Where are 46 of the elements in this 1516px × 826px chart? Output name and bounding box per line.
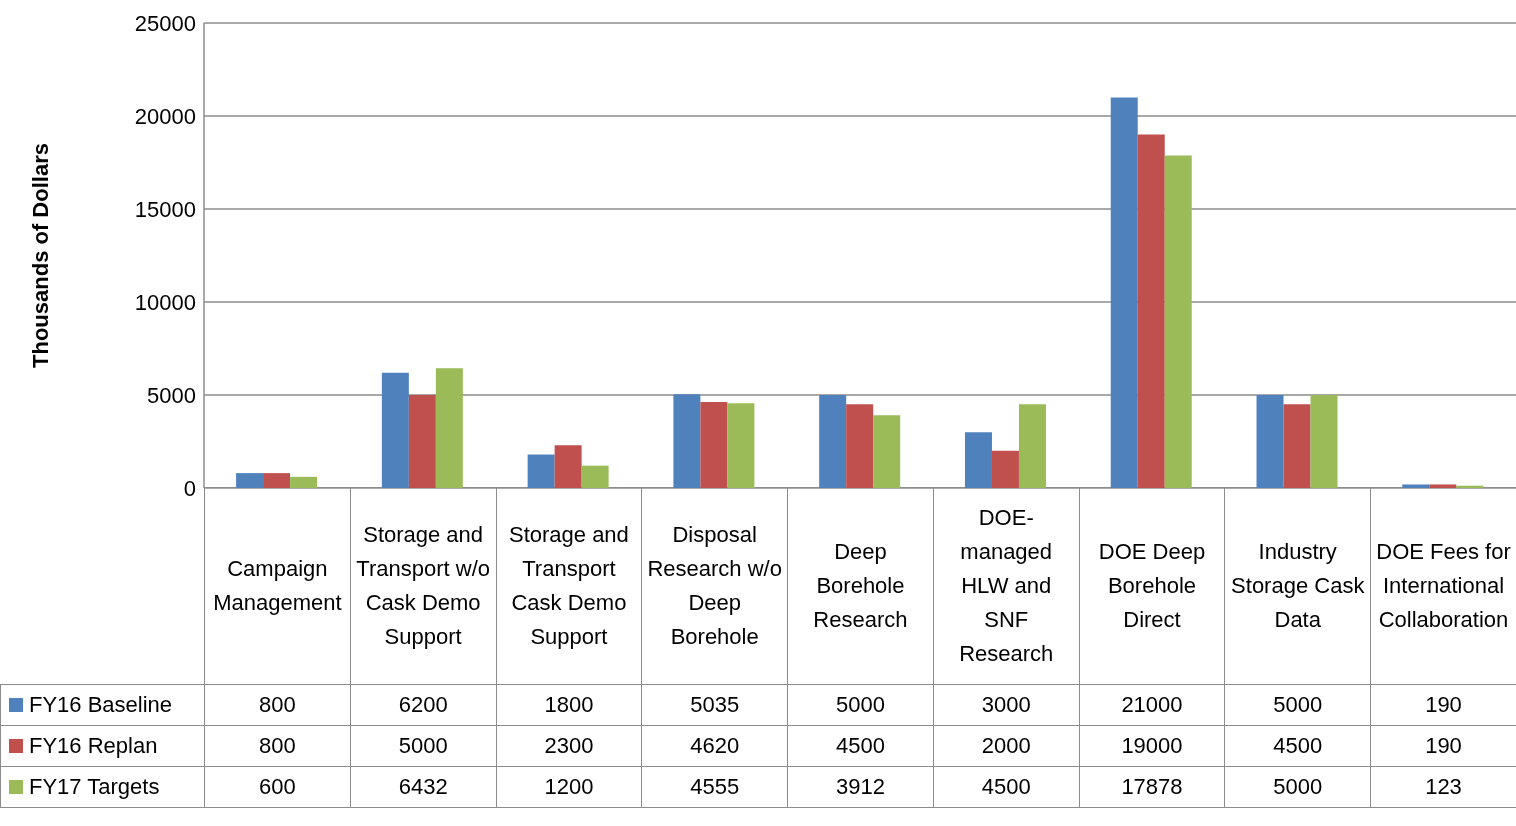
data-label: 6200 xyxy=(350,684,497,726)
data-label: 800 xyxy=(204,684,351,726)
data-label: 5000 xyxy=(350,725,497,767)
data-label: 123 xyxy=(1370,766,1516,808)
x-tick-label: Disposal Research w/o Deep Borehole xyxy=(641,487,788,685)
y-axis-title: Thousands of Dollars xyxy=(27,143,53,368)
y-tick-label: 10000 xyxy=(134,289,196,315)
x-tick-label: Deep Borehole Research xyxy=(787,487,934,685)
data-label: 4500 xyxy=(1224,725,1371,767)
data-label: 190 xyxy=(1370,725,1516,767)
data-label: 2300 xyxy=(496,725,642,767)
data-label: 3000 xyxy=(933,684,1080,726)
data-label: 1200 xyxy=(496,766,642,808)
data-label: 4620 xyxy=(641,725,788,767)
data-label: 21000 xyxy=(1079,684,1225,726)
data-label: 1800 xyxy=(496,684,642,726)
legend-label: FY16 Baseline xyxy=(0,684,205,726)
data-label: 190 xyxy=(1370,684,1516,726)
data-label: 5000 xyxy=(1224,766,1371,808)
data-label: 4500 xyxy=(787,725,934,767)
data-label: 5000 xyxy=(787,684,934,726)
y-tick-label: 5000 xyxy=(147,382,196,408)
x-tick-label: DOE Deep Borehole Direct xyxy=(1079,487,1225,685)
y-tick-label: 25000 xyxy=(134,10,196,36)
data-label: 2000 xyxy=(933,725,1080,767)
data-label: 4555 xyxy=(641,766,788,808)
y-tick-label: 0 xyxy=(183,475,196,501)
data-label: 17878 xyxy=(1079,766,1225,808)
data-label: 600 xyxy=(204,766,351,808)
data-label: 5000 xyxy=(1224,684,1371,726)
x-tick-label: DOE Fees for International Collaboration xyxy=(1370,487,1516,685)
data-label: 4500 xyxy=(933,766,1080,808)
data-label: 6432 xyxy=(350,766,497,808)
x-tick-label: Industry Storage Cask Data xyxy=(1224,487,1371,685)
x-tick-label: Storage and Transport Cask Demo Support xyxy=(496,487,642,685)
data-label: 5035 xyxy=(641,684,788,726)
legend-label: FY16 Replan xyxy=(0,725,205,767)
x-tick-label: DOE-managed HLW and SNF Research xyxy=(933,487,1080,685)
y-tick-label: 20000 xyxy=(134,103,196,129)
legend-label: FY17 Targets xyxy=(0,766,205,808)
y-tick-label: 15000 xyxy=(134,196,196,222)
data-label: 800 xyxy=(204,725,351,767)
data-label: 19000 xyxy=(1079,725,1225,767)
x-tick-label: Campaign Management xyxy=(204,487,351,685)
data-label: 3912 xyxy=(787,766,934,808)
x-tick-label: Storage and Transport w/o Cask Demo Support xyxy=(350,487,497,685)
